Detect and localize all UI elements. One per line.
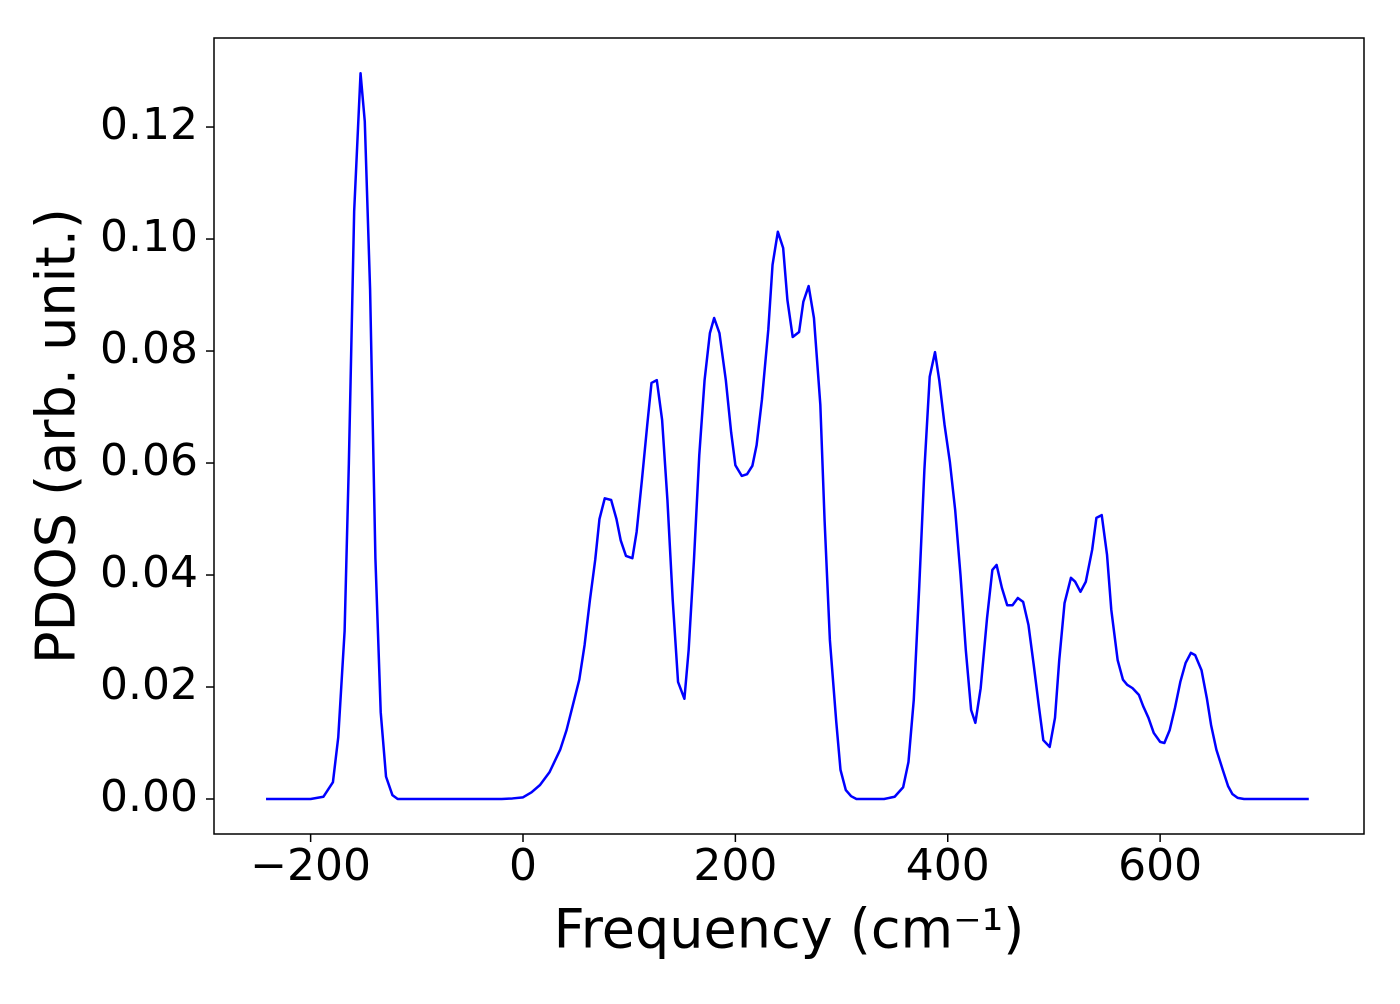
x-tick-label: 400: [906, 840, 990, 891]
y-tick-label: 0.02: [100, 659, 198, 710]
x-tick-label: 200: [693, 840, 777, 891]
x-tick-label: 600: [1118, 840, 1202, 891]
y-tick-label: 0.06: [100, 435, 198, 486]
y-tick-label: 0.00: [100, 771, 198, 822]
x-axis-label: Frequency (cm⁻¹): [554, 898, 1025, 961]
y-tick-label: 0.10: [100, 211, 198, 262]
y-axis-label: PDOS (arb. unit.): [25, 208, 88, 664]
plot-frame: [213, 37, 1365, 835]
y-tick-label: 0.04: [100, 547, 198, 598]
y-tick-label: 0.08: [100, 323, 198, 374]
x-tick-label: −200: [250, 840, 371, 891]
x-tick-label: 0: [509, 840, 537, 891]
y-tick-label: 0.12: [100, 99, 198, 150]
data-line: [266, 72, 1309, 801]
